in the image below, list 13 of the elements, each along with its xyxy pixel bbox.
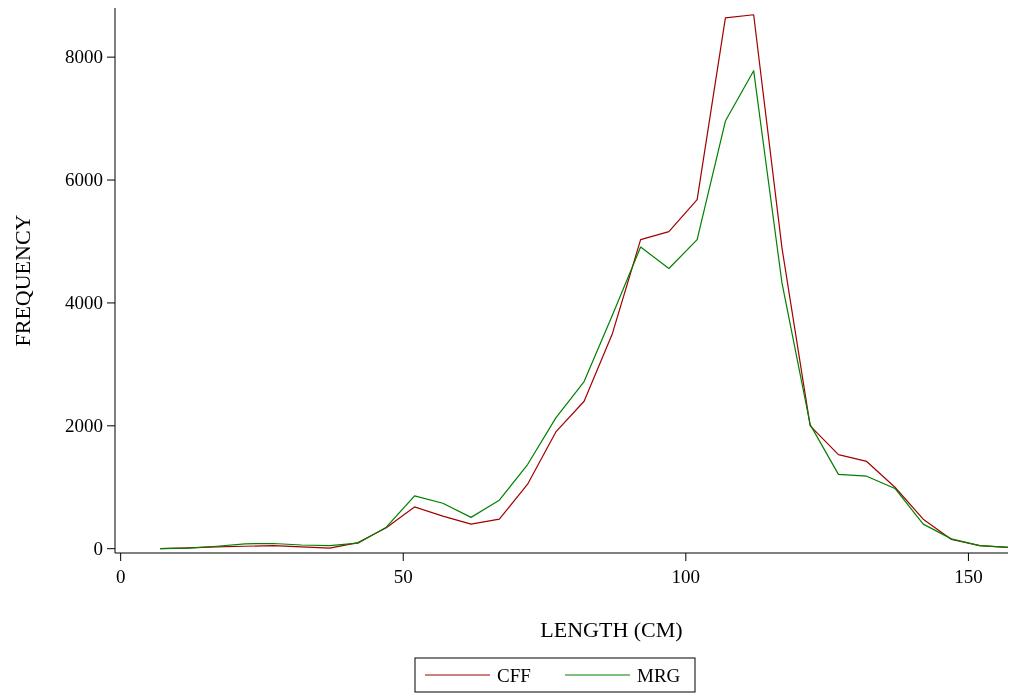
x-tick-label: 50 — [393, 566, 413, 587]
legend-label: CFF — [497, 665, 531, 686]
y-tick-label: 0 — [93, 537, 103, 559]
y-tick-label: 4000 — [65, 291, 103, 313]
y-tick-label: 6000 — [65, 169, 103, 191]
x-tick-label: 100 — [671, 566, 701, 587]
legend-label: MRG — [637, 665, 681, 686]
x-tick-label: 0 — [115, 566, 126, 587]
x-axis-title: LENGTH (CM) — [540, 617, 683, 642]
x-tick-label: 150 — [954, 566, 983, 587]
y-tick-label: 2000 — [65, 414, 103, 436]
y-tick-label: 8000 — [65, 46, 103, 68]
y-axis-title: FREQUENCY — [10, 214, 35, 347]
